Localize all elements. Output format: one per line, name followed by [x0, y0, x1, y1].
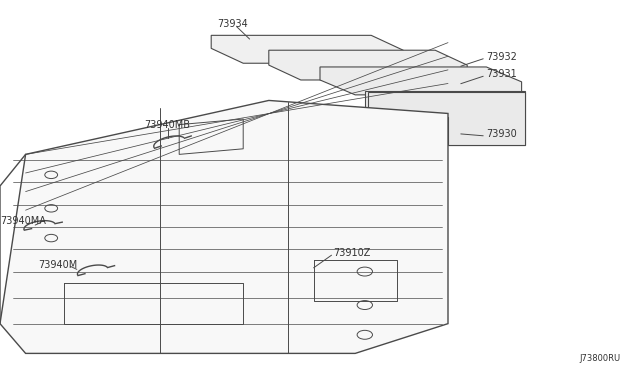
Polygon shape	[211, 35, 403, 63]
Text: 73934: 73934	[218, 19, 248, 29]
Text: 73940MB: 73940MB	[144, 120, 190, 129]
Text: 73910Z: 73910Z	[333, 248, 370, 258]
Polygon shape	[365, 91, 525, 145]
Polygon shape	[269, 50, 467, 80]
Polygon shape	[320, 67, 522, 95]
Polygon shape	[0, 100, 448, 353]
Text: 73940M: 73940M	[38, 260, 77, 270]
Polygon shape	[368, 92, 525, 145]
Text: 73931: 73931	[486, 70, 517, 79]
Text: 73930: 73930	[486, 129, 517, 139]
Text: J73800RU: J73800RU	[580, 354, 621, 363]
Text: 73932: 73932	[486, 52, 517, 61]
Text: 73940MA: 73940MA	[0, 217, 46, 226]
